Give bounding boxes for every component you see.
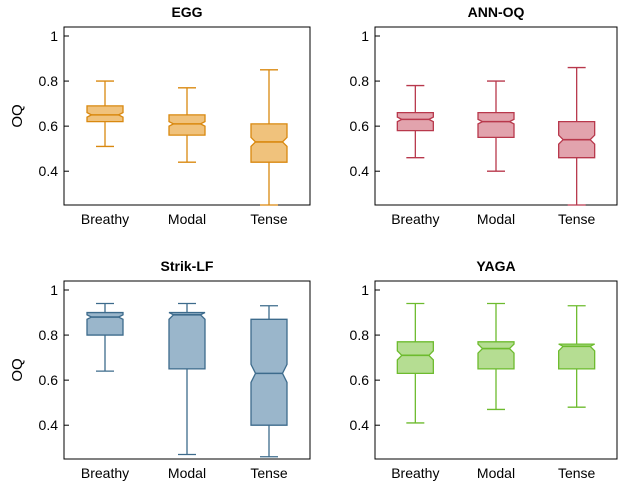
y-tick-label: 0.8 (39, 327, 59, 343)
chart-title: YAGA (476, 258, 515, 274)
y-axis-label: OQ (9, 358, 26, 381)
box-tense (558, 305, 596, 408)
y-tick-label: 0.8 (39, 73, 59, 89)
x-tick-label: Modal (168, 465, 206, 481)
plot-frame (374, 26, 618, 206)
y-tick-label: 1 (50, 282, 58, 298)
iqr-box (477, 341, 515, 370)
x-tick-label: Tense (558, 465, 596, 481)
chart-title: Strik-LF (161, 258, 214, 274)
box-tense (250, 69, 288, 206)
x-tick-label: Breathy (391, 211, 439, 227)
iqr-box (168, 114, 206, 136)
y-tick-label: 0.8 (350, 327, 370, 343)
box-breathy (86, 302, 124, 372)
chart-panel: YAGA 0.4 0.6 0.8 1 Breathy Modal Tense (350, 258, 618, 481)
plot-frame (63, 280, 311, 460)
y-tick-label: 1 (50, 28, 58, 44)
plot-frame (374, 280, 618, 460)
iqr-box (558, 343, 596, 370)
iqr-box (396, 111, 434, 132)
box-modal (477, 80, 515, 172)
x-tick-label: Breathy (81, 211, 129, 227)
iqr-box (396, 341, 434, 375)
box-breathy (86, 80, 124, 148)
x-tick-label: Modal (168, 211, 206, 227)
chart-title: ANN-OQ (468, 4, 525, 20)
x-tick-label: Tense (558, 211, 596, 227)
x-tick-label: Breathy (391, 465, 439, 481)
y-tick-label: 0.6 (350, 372, 370, 388)
box-breathy (396, 302, 434, 424)
y-tick-label: 1 (361, 28, 369, 44)
iqr-box (477, 111, 515, 139)
y-tick-label: 0.4 (350, 417, 370, 433)
chart-title: EGG (171, 4, 202, 20)
iqr-box (250, 318, 288, 426)
x-tick-label: Breathy (81, 465, 129, 481)
x-tick-label: Tense (250, 465, 288, 481)
box-breathy (396, 84, 434, 159)
iqr-box (250, 123, 288, 163)
box-modal (168, 302, 206, 456)
iqr-box (168, 311, 206, 370)
x-tick-label: Modal (477, 465, 515, 481)
chart-panel: EGG OQ 0.4 0.6 0.8 1 Breathy Modal Tense (9, 4, 311, 227)
y-tick-label: 0.6 (39, 118, 59, 134)
iqr-box (86, 311, 124, 336)
box-tense (558, 66, 596, 206)
y-axis-label: OQ (9, 104, 26, 127)
y-tick-label: 0.4 (350, 163, 370, 179)
y-tick-label: 0.4 (39, 417, 59, 433)
iqr-box (86, 105, 124, 123)
box-tense (250, 305, 288, 458)
box-modal (168, 87, 206, 163)
y-tick-label: 0.6 (350, 118, 370, 134)
box-modal (477, 302, 515, 411)
x-tick-label: Tense (250, 211, 288, 227)
x-tick-label: Modal (477, 211, 515, 227)
chart-panel: Strik-LF OQ 0.4 0.6 0.8 1 Breathy Modal Tense (9, 258, 311, 481)
y-tick-label: 0.8 (350, 73, 370, 89)
y-tick-label: 1 (361, 282, 369, 298)
chart-panel: ANN-OQ 0.4 0.6 0.8 1 Breathy Modal Tense (350, 4, 618, 227)
plot-frame (63, 26, 311, 206)
y-tick-label: 0.4 (39, 163, 59, 179)
y-tick-label: 0.6 (39, 372, 59, 388)
